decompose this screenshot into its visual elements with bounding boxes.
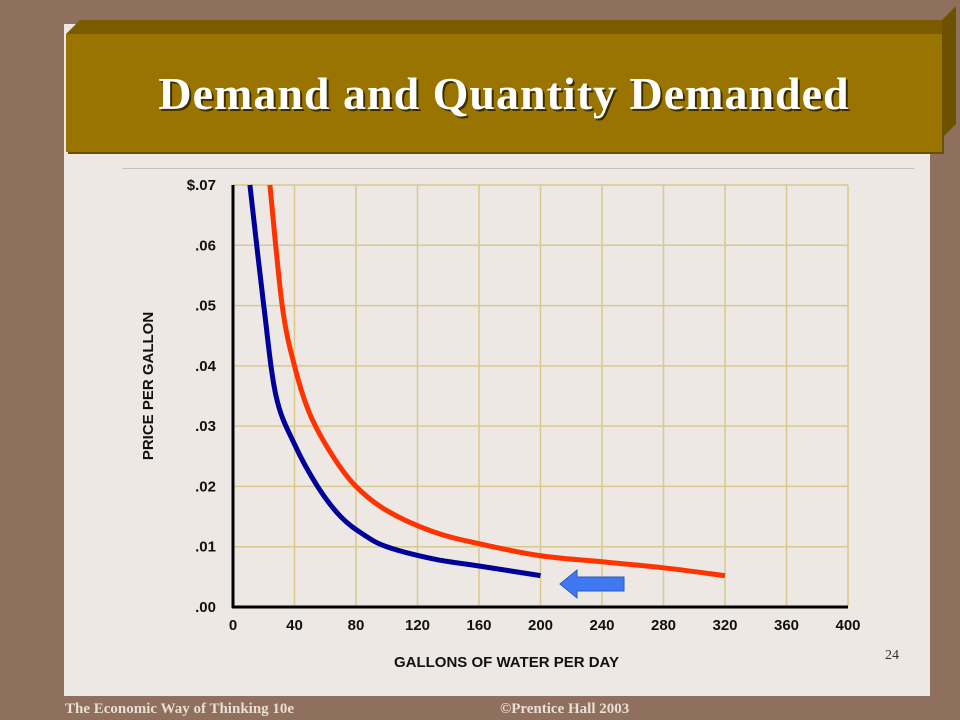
x-tick-label: 120 bbox=[405, 617, 430, 634]
page-number: 24 bbox=[885, 648, 899, 663]
footer-book-title: The Economic Way of Thinking 10e bbox=[65, 701, 295, 717]
demand-curve-blue bbox=[247, 184, 541, 579]
x-tick-label: 360 bbox=[774, 617, 799, 634]
x-tick-label: 160 bbox=[466, 617, 491, 634]
y-tick-label: .04 bbox=[195, 358, 217, 375]
shift-left-arrow-icon bbox=[559, 568, 625, 600]
title-divider bbox=[122, 168, 914, 169]
y-tick-label: .03 bbox=[195, 418, 216, 435]
x-tick-label: 280 bbox=[651, 617, 676, 634]
y-tick-label: .00 bbox=[195, 599, 216, 616]
y-tick-label: $.07 bbox=[187, 177, 216, 194]
y-tick-label: .02 bbox=[195, 478, 216, 495]
y-tick-label: .05 bbox=[195, 298, 216, 315]
y-axis-title: PRICE PER GALLON bbox=[140, 312, 157, 460]
y-tick-label: .01 bbox=[195, 539, 216, 556]
x-tick-label: 80 bbox=[348, 617, 365, 634]
x-tick-label: 200 bbox=[528, 617, 553, 634]
x-tick-label: 0 bbox=[229, 617, 237, 634]
x-tick-label: 400 bbox=[835, 617, 860, 634]
x-tick-label: 240 bbox=[589, 617, 614, 634]
slide-title: Demand and Quantity Demanded bbox=[158, 67, 850, 119]
x-tick-label: 320 bbox=[712, 617, 737, 634]
footer-copyright: ©Prentice Hall 2003 bbox=[500, 701, 630, 717]
x-axis-title: GALLONS OF WATER PER DAY bbox=[394, 654, 619, 671]
demand-curve-red bbox=[267, 184, 726, 579]
title-banner: Demand and Quantity Demanded bbox=[66, 34, 942, 152]
y-tick-label: .06 bbox=[195, 237, 216, 254]
x-tick-label: 40 bbox=[286, 617, 303, 634]
